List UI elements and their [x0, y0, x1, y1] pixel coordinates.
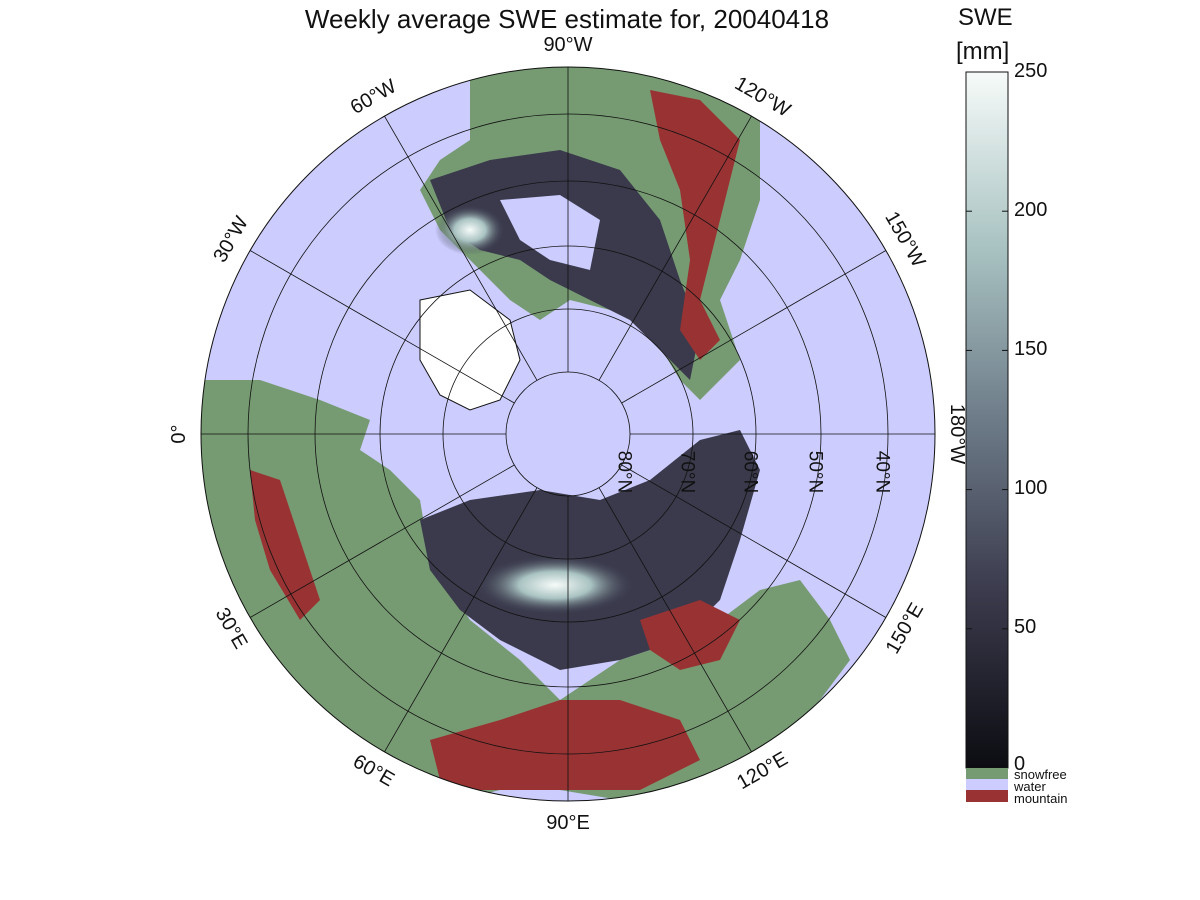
alps-mountains — [250, 470, 320, 620]
north-america-snow-peak — [435, 205, 505, 255]
colorbar-title-line1: SWE — [958, 4, 1013, 31]
meridian-line — [598, 487, 752, 753]
longitude-label: 0° — [168, 424, 190, 443]
mountain-swatch — [966, 790, 1008, 802]
snowfree-label: snowfree — [1014, 767, 1067, 782]
hudson-bay-water — [500, 195, 600, 270]
longitude-label: 90°E — [546, 812, 590, 834]
colorbar-tick-label: 250 — [1014, 60, 1048, 82]
latitude-label: 80°N — [614, 451, 635, 493]
colorbar-tick-label: 100 — [1014, 477, 1048, 499]
meridian-line — [621, 250, 887, 404]
colorbar-gradient — [965, 71, 1009, 769]
siberia-mountains — [640, 600, 740, 670]
water-label: water — [1014, 779, 1046, 794]
meridian-line — [249, 464, 515, 618]
longitude-label: 180°W — [946, 404, 968, 464]
latitude-label: 50°N — [805, 451, 826, 493]
colorbar-tick-label: 0 — [1014, 753, 1026, 775]
meridian-line — [384, 115, 538, 381]
colorbar-tick-label: 200 — [1014, 199, 1048, 221]
latitude-labels: 80°N 70°N 60°N 50°N 40°N — [614, 451, 893, 493]
meridian-line — [249, 250, 515, 404]
water-swatch — [966, 779, 1008, 790]
meridian-line — [598, 115, 752, 381]
meridian-line — [384, 487, 538, 753]
himalaya-mountains — [430, 700, 700, 790]
meridian-line — [621, 464, 887, 618]
longitude-label: 60°E — [349, 750, 398, 791]
snowfree-swatch — [966, 768, 1008, 779]
rocky-mountains — [650, 90, 740, 360]
mountain-label: mountain — [1014, 791, 1068, 806]
eurasia-snow-peak — [475, 555, 635, 615]
latitude-label: 40°N — [872, 451, 893, 493]
colorbar-tick-label: 50 — [1014, 616, 1037, 638]
latitude-label: 60°N — [740, 451, 761, 493]
colorbar-title-line2: [mm] — [956, 38, 1010, 65]
greenland-land — [419, 289, 521, 411]
longitude-label: 90°W — [543, 34, 592, 56]
latitude-label: 70°N — [677, 451, 698, 493]
graticule — [200, 66, 936, 802]
land-layer — [201, 67, 850, 800]
longitude-label: 30°E — [211, 604, 252, 653]
map-title: Weekly average SWE estimate for, 2004041… — [304, 4, 830, 34]
colorbar-tick-label: 150 — [1014, 338, 1048, 360]
